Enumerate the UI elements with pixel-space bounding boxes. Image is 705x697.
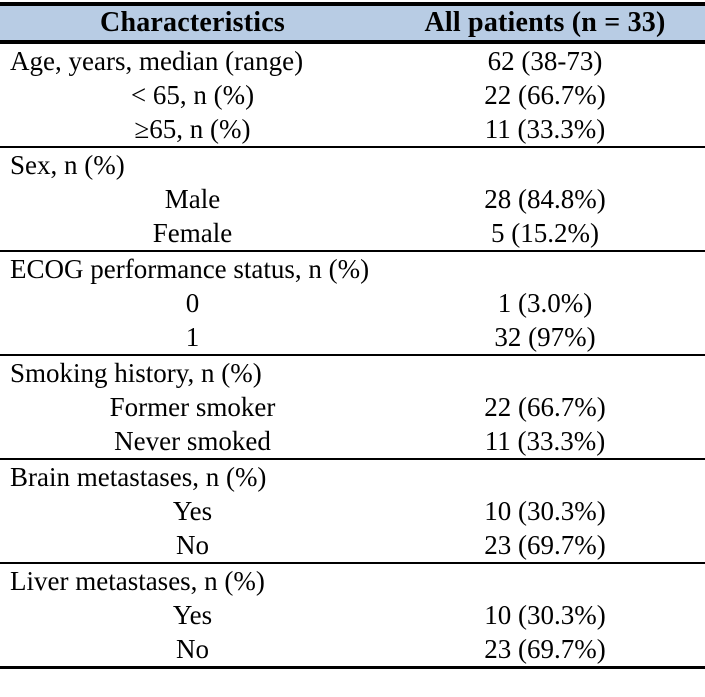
table-row: Male 28 (84.8%) [0,182,705,216]
table-row: Liver metastases, n (%) [0,563,705,598]
table-row: ≥65, n (%) 11 (33.3%) [0,112,705,147]
row-label: Liver metastases, n (%) [10,565,265,596]
row-label: Male [164,183,221,214]
header-row: Characteristics All patients (n = 33) [0,2,705,44]
section-age: Age, years, median (range) 62 (38-73) < … [0,42,705,147]
table-row: 0 1 (3.0%) [0,286,705,320]
table-row: 1 32 (97%) [0,320,705,355]
row-label: 0 [185,287,200,318]
row-label: Brain metastases, n (%) [10,461,267,492]
row-label: Smoking history, n (%) [10,357,262,388]
row-label: Age, years, median (range) [10,45,304,76]
row-value: 22 (66.7%) [484,391,606,422]
row-value: 5 (15.2%) [491,217,599,248]
row-label: No [176,633,209,664]
table-header: Characteristics All patients (n = 33) [0,2,705,44]
row-value [385,459,705,494]
row-value: 10 (30.3%) [484,495,606,526]
row-value: 22 (66.7%) [484,79,606,110]
row-value: 62 (38-73) [487,45,603,76]
row-label: Never smoked [114,425,271,456]
row-value: 11 (33.3%) [484,425,606,456]
row-label: Yes [172,495,213,526]
row-label: Sex, n (%) [10,149,125,180]
header-characteristics: Characteristics [0,2,385,44]
section-brain-metastases: Brain metastases, n (%) Yes 10 (30.3%) N… [0,459,705,563]
table-row: Female 5 (15.2%) [0,216,705,251]
row-value [385,147,705,182]
table-row: Yes 10 (30.3%) [0,598,705,632]
row-value: 10 (30.3%) [484,599,606,630]
row-label: ≥65, n (%) [134,113,251,144]
row-label: Female [152,217,233,248]
table-row: Yes 10 (30.3%) [0,494,705,528]
table-row: Sex, n (%) [0,147,705,182]
section-sex: Sex, n (%) Male 28 (84.8%) Female 5 (15.… [0,147,705,251]
table-row: No 23 (69.7%) [0,632,705,668]
row-value [385,251,705,286]
section-ecog: ECOG performance status, n (%) 0 1 (3.0%… [0,251,705,355]
header-all-patients: All patients (n = 33) [385,2,705,44]
row-label: Former smoker [109,391,276,422]
table-row: Smoking history, n (%) [0,355,705,390]
table-row: Former smoker 22 (66.7%) [0,390,705,424]
row-label: < 65, n (%) [130,79,255,110]
table-row: Brain metastases, n (%) [0,459,705,494]
table-row: < 65, n (%) 22 (66.7%) [0,78,705,112]
table-row: ECOG performance status, n (%) [0,251,705,286]
row-value: 11 (33.3%) [484,113,606,144]
row-value [385,563,705,598]
patient-characteristics-table: Characteristics All patients (n = 33) Ag… [0,2,705,669]
row-label: No [176,529,209,560]
row-value: 32 (97%) [494,321,596,352]
row-value: 28 (84.8%) [484,183,606,214]
section-smoking: Smoking history, n (%) Former smoker 22 … [0,355,705,459]
row-value: 1 (3.0%) [497,287,593,318]
row-label: ECOG performance status, n (%) [10,253,370,284]
row-value: 23 (69.7%) [484,633,606,664]
section-liver-metastases: Liver metastases, n (%) Yes 10 (30.3%) N… [0,563,705,668]
row-label: 1 [185,321,200,352]
table-row: No 23 (69.7%) [0,528,705,563]
table-row: Never smoked 11 (33.3%) [0,424,705,459]
row-label: Yes [172,599,213,630]
row-value: 23 (69.7%) [484,529,606,560]
table-row: Age, years, median (range) 62 (38-73) [0,42,705,78]
row-value [385,355,705,390]
